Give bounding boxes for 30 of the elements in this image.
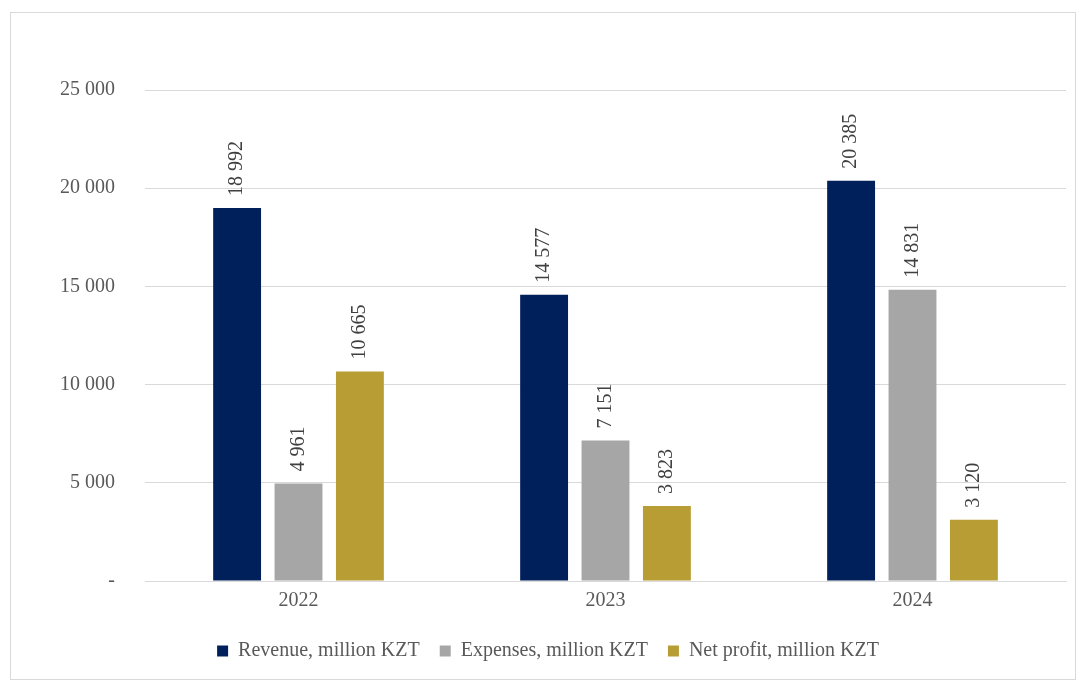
- data-label: 18 992: [224, 141, 247, 196]
- x-tick-label: 2022: [278, 588, 319, 611]
- bar: [213, 208, 262, 581]
- bar: [520, 294, 569, 581]
- bar: [335, 371, 384, 581]
- data-label: 3 120: [961, 462, 984, 508]
- bar: [888, 289, 937, 581]
- data-label: 7 151: [592, 383, 615, 429]
- bar: [581, 440, 630, 581]
- bar: [642, 505, 691, 581]
- y-tick-label: 5 000: [70, 470, 115, 493]
- data-label: 14 831: [899, 222, 922, 278]
- y-tick-label: 15 000: [60, 273, 115, 296]
- bar: [274, 483, 323, 581]
- data-label: 20 385: [838, 113, 861, 169]
- legend-label: Expenses, million KZT: [460, 638, 648, 662]
- y-tick-label: 20 000: [60, 175, 115, 198]
- bar: [827, 180, 876, 581]
- legend-label: Revenue, million KZT: [238, 638, 420, 661]
- data-label: 14 577: [531, 227, 554, 283]
- y-tick-label: 25 000: [60, 77, 115, 100]
- x-tick-label: 2024: [892, 588, 933, 611]
- x-tick-label: 2023: [585, 588, 626, 611]
- y-tick-label: 10 000: [60, 371, 115, 394]
- data-label: 3 823: [654, 448, 677, 494]
- data-label: 4 961: [285, 426, 308, 472]
- legend-label: Net profit, million KZT: [688, 638, 879, 662]
- y-tick-label: -: [108, 568, 115, 591]
- data-label: 10 665: [347, 304, 370, 360]
- bar: [949, 519, 998, 581]
